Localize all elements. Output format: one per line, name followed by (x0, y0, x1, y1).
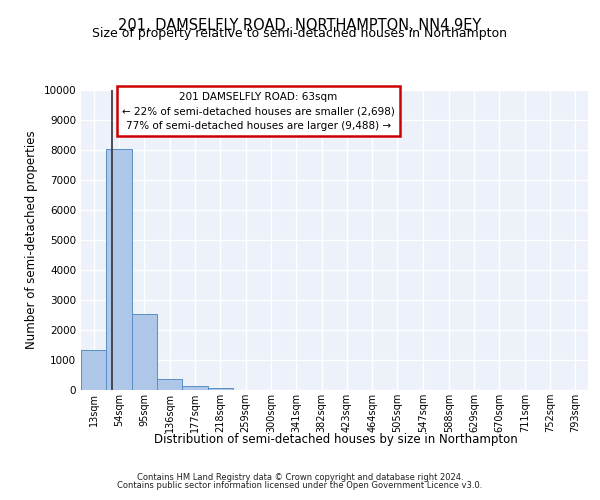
Bar (157, 378, 182, 390)
Text: 201, DAMSELFLY ROAD, NORTHAMPTON, NN4 9EY: 201, DAMSELFLY ROAD, NORTHAMPTON, NN4 9E… (118, 18, 482, 32)
Y-axis label: Number of semi-detached properties: Number of semi-detached properties (25, 130, 38, 350)
Bar (81, 350, 106, 390)
Bar (182, 386, 208, 390)
Text: Contains public sector information licensed under the Open Government Licence v3: Contains public sector information licen… (118, 481, 482, 490)
Text: Size of property relative to semi-detached houses in Northampton: Size of property relative to semi-detach… (92, 28, 508, 40)
Text: Contains HM Land Registry data © Crown copyright and database right 2024.: Contains HM Land Registry data © Crown c… (137, 472, 463, 482)
Bar (106, 150, 131, 390)
Bar (208, 388, 233, 390)
Text: Distribution of semi-detached houses by size in Northampton: Distribution of semi-detached houses by … (154, 432, 518, 446)
Bar (131, 314, 157, 390)
Text: 201 DAMSELFLY ROAD: 63sqm
← 22% of semi-detached houses are smaller (2,698)
77% : 201 DAMSELFLY ROAD: 63sqm ← 22% of semi-… (122, 92, 395, 131)
